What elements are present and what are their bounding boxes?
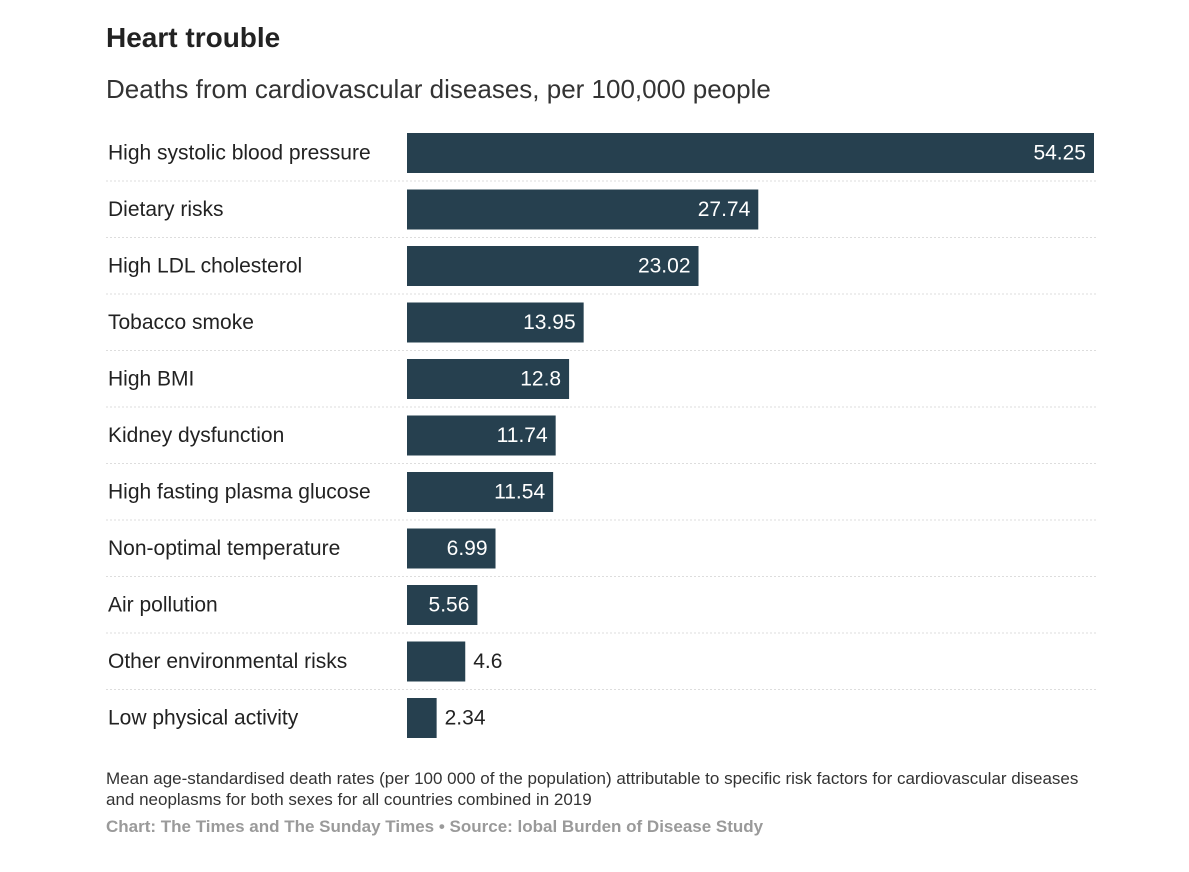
category-label: High fasting plasma glucose [108,481,371,504]
bar-row: Dietary risks 27.74 [106,189,1096,238]
bar-row: Low physical activity 2.34 [108,698,486,738]
bar [407,585,478,625]
bar [407,641,466,682]
value-label: 11.54 [494,481,545,504]
value-label: 4.6 [473,650,502,673]
chart-title: Heart trouble [106,22,281,53]
category-label: High systolic blood pressure [108,142,371,165]
bar [407,246,699,286]
chart-subtitle: Deaths from cardiovascular diseases, per… [106,74,771,104]
value-label: 6.99 [447,537,488,560]
category-label: Non-optimal temperature [108,537,340,560]
bar-row: Kidney dysfunction 11.74 [106,415,1096,464]
value-label: 12.8 [520,368,561,391]
chart-footnote: Mean age-standardised death rates (per 1… [106,769,1079,809]
value-label: 13.95 [523,311,576,334]
bar-row: Other environmental risks 4.6 [106,641,1096,690]
bar [407,302,584,343]
bar-row: High LDL cholesterol 23.02 [106,246,1096,295]
category-label: Tobacco smoke [108,311,254,334]
category-label: Low physical activity [108,707,299,730]
value-label: 11.74 [497,424,548,447]
category-label: Kidney dysfunction [108,424,284,447]
category-label: High BMI [108,368,194,391]
bar-row: Non-optimal temperature 6.99 [106,528,1096,577]
bar [407,528,496,569]
bar [407,698,437,738]
bar [407,472,554,512]
bar-row: Tobacco smoke 13.95 [106,302,1096,351]
category-label: Dietary risks [108,198,224,221]
bar-row: High systolic blood pressure 54.25 [106,133,1096,182]
bar [407,189,759,230]
bar [407,133,1094,173]
bar-chart: High systolic blood pressure 54.25 Dietary… [106,133,1096,738]
bar-row: High fasting plasma glucose 11.54 [106,472,1096,521]
chart-source: Chart: The Times and The Sunday Times • … [106,817,764,836]
value-label: 54.25 [1033,142,1086,165]
value-label: 27.74 [698,198,751,221]
value-label: 23.02 [638,255,691,278]
value-label: 5.56 [429,594,470,617]
category-label: Air pollution [108,594,218,617]
category-label: High LDL cholesterol [108,255,302,278]
bar [407,415,556,456]
bar-row: Air pollution 5.56 [106,585,1096,634]
bar-row: High BMI 12.8 [106,359,1096,408]
value-label: 2.34 [445,707,486,730]
bar [407,359,570,399]
category-label: Other environmental risks [108,650,347,673]
